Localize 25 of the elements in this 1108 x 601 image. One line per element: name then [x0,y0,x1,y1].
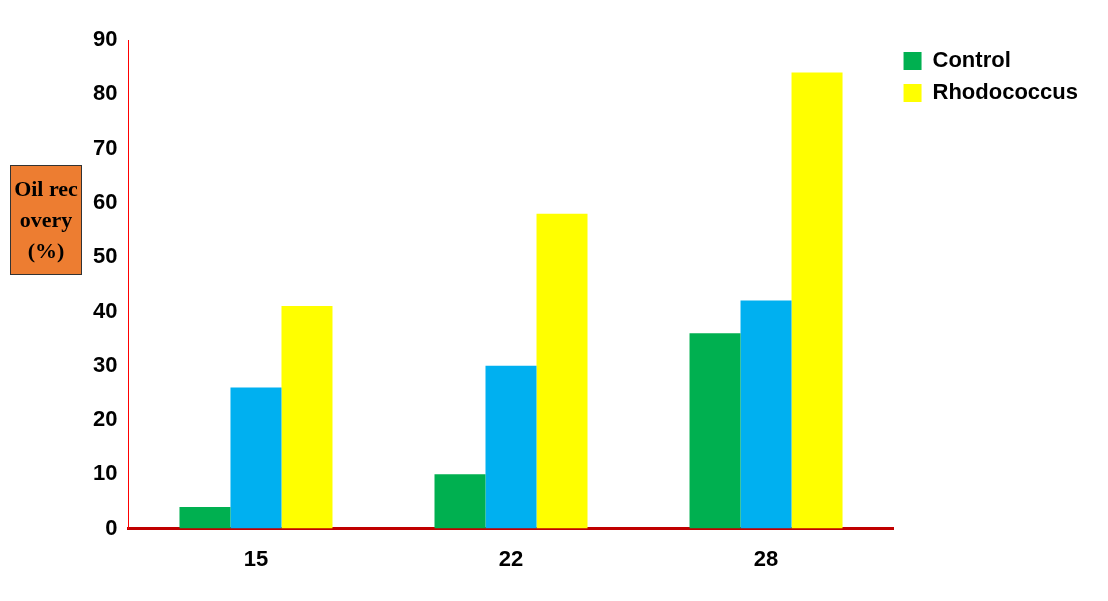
bar [434,474,486,529]
x-tick-label: 15 [243,545,269,571]
y-tick-label: 50 [92,243,118,269]
bar [791,72,843,529]
bar [740,300,792,529]
y-tick-label: 40 [92,297,118,323]
y-axis-title: Oil recovery (%) [10,165,82,276]
legend-label: Control [932,47,1011,73]
y-tick-label: 0 [105,514,118,540]
y-tick-label: 70 [92,134,118,160]
bar [485,365,537,529]
y-tick-label: 80 [92,80,118,106]
y-tick-label: 20 [92,406,118,432]
y-tick-label: 90 [92,26,118,52]
bar [281,306,333,529]
legend-label: Rhodococcus [932,79,1079,105]
bar [230,387,282,529]
bar [536,213,588,529]
x-tick-label: 28 [753,545,779,571]
x-tick-label: 22 [498,545,524,571]
bar [689,333,741,529]
y-tick-label: 10 [92,460,118,486]
y-tick-label: 30 [92,351,118,377]
bar [179,506,231,529]
y-tick-label: 60 [92,188,118,214]
